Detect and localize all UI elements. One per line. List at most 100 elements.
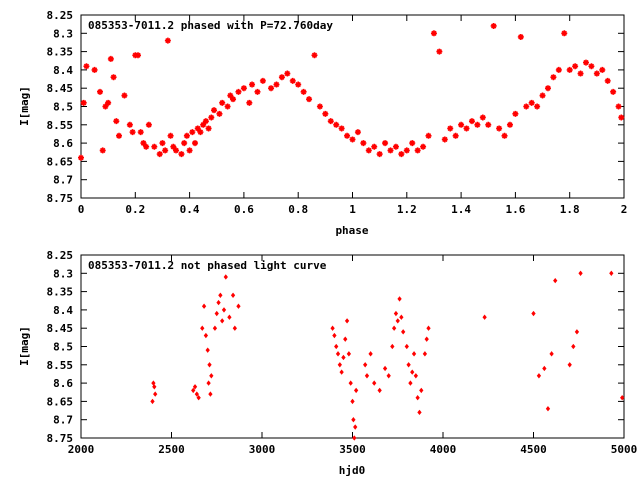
phased-data-point	[360, 140, 367, 147]
unphased-plot-xlabel: hjd0	[339, 464, 366, 477]
unphased-data-point	[207, 362, 212, 368]
unphased-data-point	[578, 270, 583, 276]
phased-data-point	[116, 132, 123, 139]
phased-data-point	[618, 114, 625, 121]
unphased-data-point	[236, 303, 241, 309]
phased-data-point	[102, 103, 109, 110]
unphased-data-point	[201, 303, 207, 309]
unphased-data-point	[419, 387, 424, 394]
unphased-data-point	[531, 310, 536, 317]
phased-plot-ticks: 0 0.2 0.4 0.6 0.8 1 1.2 1.4 1.6 1.8 2 8.25 8.3 8.35 8.…	[47, 9, 628, 216]
phased-data-point	[528, 99, 535, 106]
phased-data-point	[409, 140, 416, 147]
phased-y-tick-label: 8.6	[53, 137, 73, 150]
unphased-data-point	[223, 274, 228, 280]
phased-data-point	[259, 77, 266, 84]
phased-data-point	[316, 103, 323, 110]
phased-data-point	[159, 140, 166, 147]
unphased-plot: 2000 2500 3000 3500 4000 4500 5000 8.25 8.3 8.35 8…	[18, 249, 637, 477]
phased-data-point	[126, 121, 133, 128]
phased-y-tick-label: 8.35	[47, 46, 74, 59]
phased-data-point	[254, 88, 261, 95]
phased-data-point	[289, 77, 296, 84]
unphased-y-tick-label: 8.55	[47, 359, 74, 372]
phased-data-point	[458, 121, 465, 128]
phased-data-point	[145, 121, 152, 128]
unphased-data-point	[377, 387, 382, 394]
phased-data-point	[268, 85, 275, 92]
unphased-data-point	[609, 270, 614, 276]
phased-data-point	[447, 125, 454, 132]
unphased-y-tick-label: 8.5	[53, 341, 73, 354]
phased-x-tick-label: 1.2	[397, 203, 417, 216]
phased-x-tick-label: 1.8	[560, 203, 580, 216]
unphased-plot-ylabel: I[mag]	[18, 326, 31, 366]
phased-data-point	[137, 129, 144, 136]
unphased-data-point	[203, 332, 209, 339]
phased-x-tick-label: 0.4	[180, 203, 200, 216]
unphased-data-point	[341, 354, 346, 361]
unphased-data-point	[397, 296, 402, 302]
phased-data-point	[593, 70, 600, 77]
phased-data-point	[463, 125, 470, 132]
phased-y-tick-label: 8.65	[47, 155, 74, 168]
phased-data-point	[550, 74, 557, 81]
unphased-data-point	[372, 380, 377, 386]
phased-data-point	[441, 136, 448, 143]
phased-data-point	[200, 121, 207, 128]
phased-data-point	[544, 85, 551, 92]
phased-data-point	[420, 143, 427, 150]
unphased-data-point	[216, 299, 221, 306]
unphased-data-point	[191, 387, 196, 394]
unphased-data-point	[422, 351, 428, 357]
unphased-data-point	[227, 314, 232, 320]
unphased-y-tick-label: 8.65	[47, 395, 74, 408]
phased-data-point	[371, 143, 378, 150]
phased-data-point	[181, 140, 188, 147]
phased-data-point	[452, 132, 459, 139]
unphased-data-point	[350, 398, 355, 405]
phased-x-tick-label: 0.2	[125, 203, 145, 216]
phased-data-point	[490, 22, 497, 29]
unphased-data-point	[390, 343, 395, 350]
phased-data-point	[202, 118, 209, 125]
phased-data-point	[572, 63, 579, 70]
unphased-plot-frame	[80, 254, 625, 439]
phased-data-point	[183, 132, 190, 139]
unphased-data-point	[337, 362, 342, 368]
unphased-data-point	[411, 351, 417, 357]
phased-data-point	[240, 85, 247, 92]
unphased-data-point	[567, 362, 572, 368]
unphased-data-point	[152, 384, 157, 390]
unphased-y-tick-label: 8.75	[47, 432, 74, 445]
phased-data-point	[170, 143, 177, 150]
phased-y-tick-label: 8.75	[47, 192, 74, 205]
unphased-data-point	[153, 391, 158, 397]
phased-data-point	[344, 132, 351, 139]
unphased-data-point	[620, 395, 625, 401]
phased-data-point	[496, 125, 503, 132]
unphased-data-point	[230, 292, 236, 298]
phased-data-point	[113, 118, 120, 125]
unphased-data-point	[545, 406, 551, 412]
phased-x-tick-label: 0.8	[288, 203, 308, 216]
unphased-y-tick-label: 8.25	[47, 249, 74, 262]
unphased-data-point	[205, 347, 210, 353]
phased-data-point	[300, 88, 307, 95]
phased-data-point	[403, 147, 410, 154]
unphased-plot-title: 085353-7011.2 not phased light curve	[88, 259, 327, 272]
phased-data-point	[306, 96, 313, 103]
phased-data-point	[227, 92, 234, 99]
unphased-x-tick-label: 2500	[158, 443, 185, 456]
unphased-data-point	[232, 325, 237, 331]
phased-data-point	[534, 103, 541, 110]
unphased-data-point	[346, 351, 352, 357]
unphased-data-point	[424, 336, 429, 342]
unphased-data-point	[408, 380, 413, 386]
phased-data-point	[211, 107, 218, 114]
phased-data-point	[349, 136, 356, 143]
phased-data-point	[414, 147, 421, 154]
unphased-data-point	[391, 325, 397, 331]
phased-data-point	[327, 118, 334, 125]
phased-data-point	[110, 74, 117, 81]
